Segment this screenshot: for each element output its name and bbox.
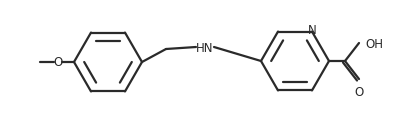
- Text: O: O: [354, 85, 364, 98]
- Text: O: O: [53, 56, 63, 69]
- Text: OH: OH: [365, 37, 383, 50]
- Text: HN: HN: [196, 41, 214, 54]
- Text: N: N: [308, 24, 316, 37]
